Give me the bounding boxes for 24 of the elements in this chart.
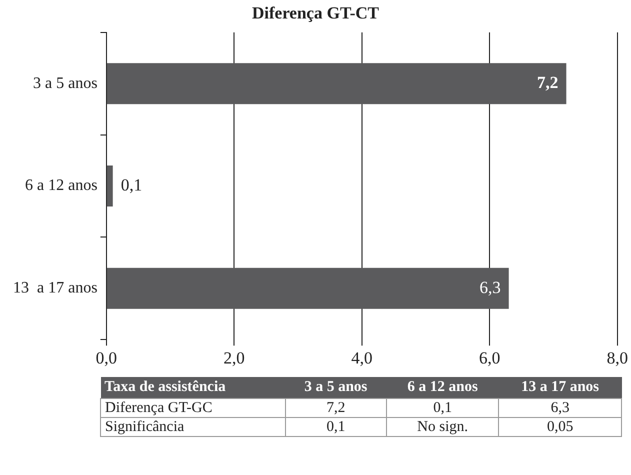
text: Taxa de assistência [100,377,286,398]
y-tick-label: 3 a 5 anos [32,74,98,92]
category-label: 13 a 17 anos [521,379,600,395]
chart-title: Diferença GT-CT [252,4,380,23]
x-tick-label: 4,0 [351,348,373,368]
data-label: 7,2 [537,72,558,92]
category-label: 6 a 12 anos [407,379,478,395]
y-tick-label: 6 a 12 anos [24,177,98,194]
y-tick-label: 13 a 17 anos [12,280,98,297]
text: 0,05 [498,418,622,436]
text: 6,3 [550,400,570,416]
x-tick-label: 8,0 [606,348,628,368]
data-label: 0,1 [120,175,142,194]
category-label: 3 a 5 anos [304,379,368,395]
x-tick-label: 2,0 [224,348,245,368]
text: No sign. [386,418,499,436]
text: Significância [100,418,286,436]
text: Diferença GT-GC [100,398,286,418]
text: 0,1 [326,419,346,435]
x-tick-label: 0,0 [96,348,118,368]
data-label: 6,3 [480,278,501,297]
x-tick-label: 6,0 [479,348,500,368]
text: 0,1 [386,398,499,418]
text: 7,2 [326,400,346,416]
